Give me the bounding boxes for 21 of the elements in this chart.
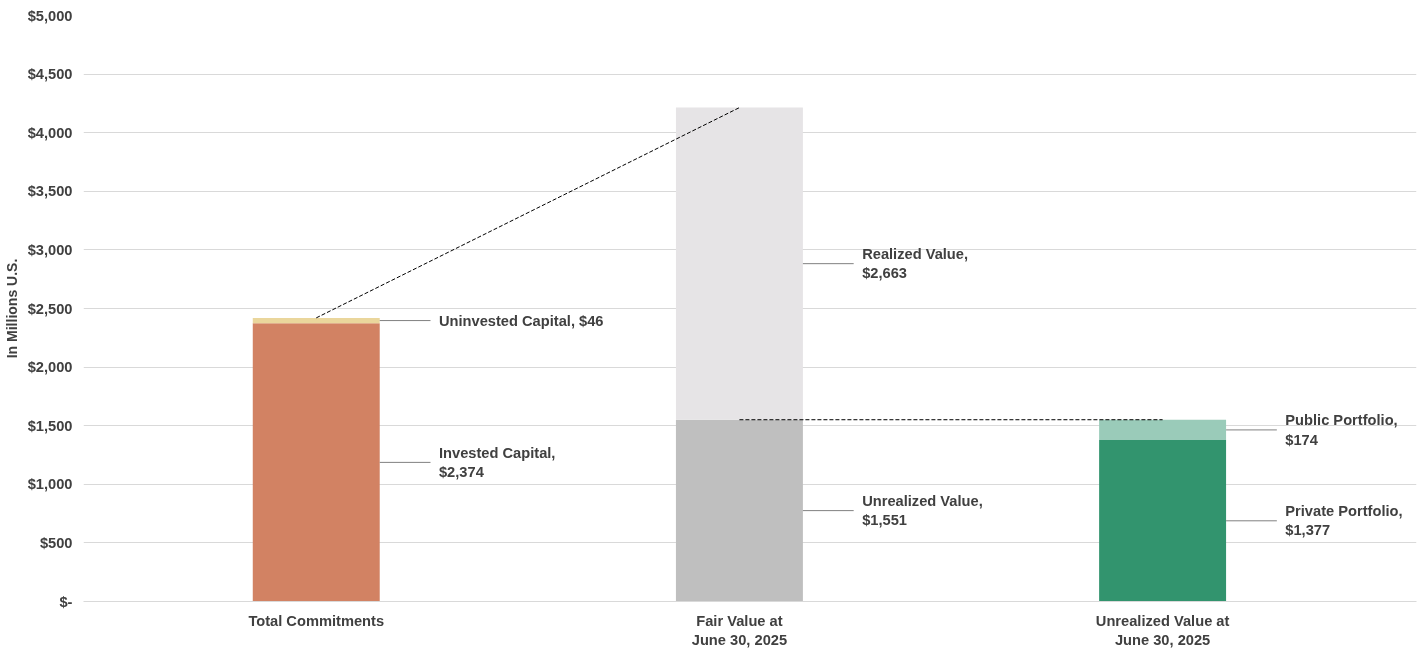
y-tick-label: $1,000 xyxy=(27,476,73,493)
x-tick-label: Fair Value at June 30, 2025 xyxy=(691,612,788,648)
y-tick-label: $3,000 xyxy=(27,241,73,258)
y-tick-label: $- xyxy=(59,593,73,610)
data-label: Invested Capital, $2,374 xyxy=(438,444,556,480)
y-axis-title: In Millions U.S. xyxy=(3,258,20,359)
y-tick-label: $2,000 xyxy=(27,359,73,376)
data-label: Public Portfolio, $174 xyxy=(1285,412,1398,448)
y-tick-label: $4,000 xyxy=(27,124,73,141)
y-tick-label: $5,000 xyxy=(27,7,73,24)
y-tick-label: $4,500 xyxy=(27,66,73,83)
y-tick-label: $1,500 xyxy=(27,417,73,434)
x-tick-label: Total Commitments xyxy=(248,612,385,629)
data-label: Unrealized Value, $1,551 xyxy=(862,493,983,529)
data-label: Uninvested Capital, $46 xyxy=(438,312,604,329)
y-tick-label: $3,500 xyxy=(27,183,73,200)
x-tick-label: Unrealized Value at June 30, 2025 xyxy=(1095,612,1230,648)
y-tick-label: $500 xyxy=(39,534,73,551)
data-label: Private Portfolio, $1,377 xyxy=(1285,503,1403,539)
y-tick-label: $2,500 xyxy=(27,300,73,317)
data-label: Realized Value, $2,663 xyxy=(862,246,969,282)
